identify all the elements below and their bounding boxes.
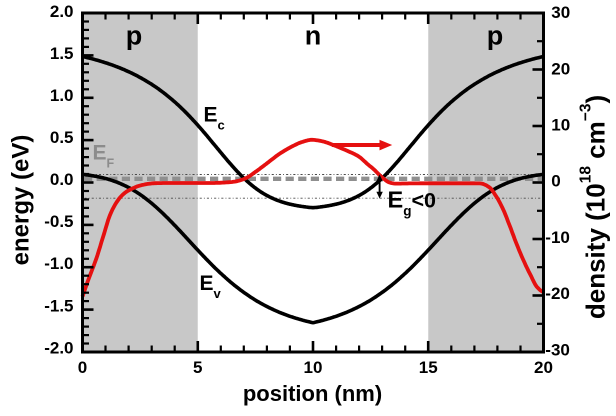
svg-text:p: p (126, 21, 143, 51)
svg-text:1.5: 1.5 (50, 44, 74, 63)
svg-text:15: 15 (419, 358, 438, 377)
svg-text:energy (eV): energy (eV) (8, 135, 35, 266)
svg-text:30: 30 (551, 3, 570, 22)
svg-text:0.0: 0.0 (50, 170, 74, 189)
svg-text:-0.5: -0.5 (44, 212, 73, 231)
svg-text:-1.0: -1.0 (44, 254, 73, 273)
svg-text:0.5: 0.5 (50, 128, 74, 147)
svg-text:5: 5 (193, 358, 202, 377)
svg-text:0: 0 (551, 172, 560, 191)
svg-text:20: 20 (551, 59, 570, 78)
svg-text:-20: -20 (545, 284, 570, 303)
svg-text:1.0: 1.0 (50, 86, 74, 105)
svg-text:10: 10 (304, 358, 323, 377)
svg-text:10: 10 (551, 116, 570, 135)
svg-text:n: n (305, 21, 322, 51)
svg-text:position (nm): position (nm) (243, 381, 382, 406)
svg-text:-2.0: -2.0 (44, 338, 73, 357)
svg-text:-30: -30 (545, 340, 570, 359)
svg-text:2.0: 2.0 (50, 2, 74, 21)
svg-text:density (1018 cm−3): density (1018 cm−3) (578, 95, 611, 319)
svg-text:20: 20 (534, 358, 553, 377)
svg-text:-10: -10 (545, 228, 570, 247)
svg-text:-1.5: -1.5 (44, 296, 73, 315)
svg-text:Ec: Ec (204, 104, 225, 133)
svg-text:p: p (487, 21, 504, 51)
svg-text:0: 0 (78, 358, 87, 377)
svg-text:Ev: Ev (200, 272, 222, 301)
